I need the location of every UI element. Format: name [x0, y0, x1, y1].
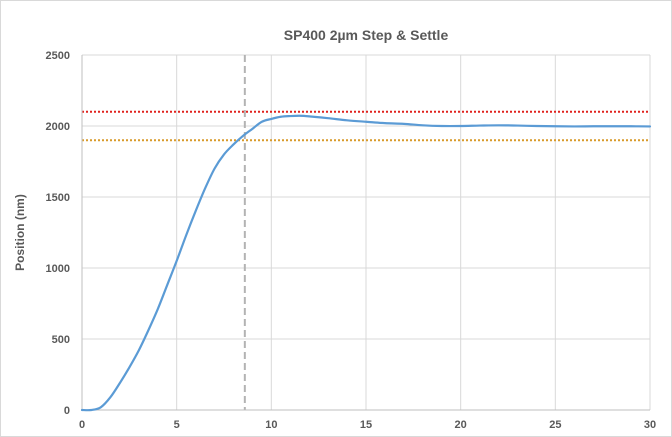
- chart-title: SP400 2µm Step & Settle: [284, 27, 449, 43]
- reference-lines: [82, 55, 650, 410]
- x-tick-label: 0: [79, 419, 85, 431]
- tick-labels: 0 500 1000 1500 2000 2500 0 5 10 15 20 25 30: [46, 50, 657, 431]
- y-tick-label: 1500: [46, 192, 70, 204]
- x-tick-label: 15: [360, 419, 372, 431]
- x-tick-label: 5: [174, 419, 180, 431]
- y-tick-label: 0: [64, 405, 70, 417]
- y-tick-label: 2500: [46, 50, 70, 62]
- x-tick-label: 25: [549, 419, 561, 431]
- y-tick-label: 1000: [46, 263, 70, 275]
- axes: [81, 55, 650, 411]
- position-series-line: [80, 114, 652, 412]
- series-layer: [80, 114, 652, 412]
- x-tick-label: 30: [644, 419, 656, 431]
- y-axis-label: Position (nm): [13, 194, 27, 271]
- x-tick-label: 20: [455, 419, 467, 431]
- y-tick-label: 2000: [46, 121, 70, 133]
- grid-layer: [82, 54, 651, 410]
- x-tick-label: 10: [265, 419, 277, 431]
- y-tick-label: 500: [52, 334, 70, 346]
